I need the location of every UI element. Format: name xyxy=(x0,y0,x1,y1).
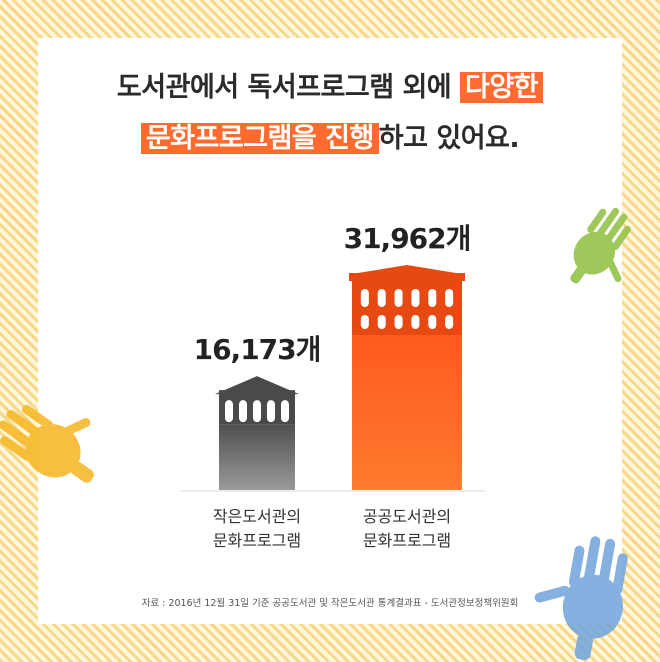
category-label-line: 공공도서관의 xyxy=(362,507,452,526)
bar-window-2 xyxy=(445,315,454,329)
yellow-handprint-icon xyxy=(0,404,94,483)
category-label-line: 문화프로그램 xyxy=(362,531,452,550)
value-label-2: 31,962개 xyxy=(343,222,472,255)
bar-window-1 xyxy=(253,400,261,423)
bar-window-2 xyxy=(377,315,386,329)
headline-highlight-1: 다양한 xyxy=(460,72,544,103)
headline-highlight-2: 문화프로그램을 진행 xyxy=(140,123,379,154)
bar-roof-2 xyxy=(358,265,456,273)
headline-line-1-text: 도서관에서 독서프로그램 외에 xyxy=(116,72,461,103)
value-label-1: 16,173개 xyxy=(193,333,322,367)
bar-window-2 xyxy=(360,289,369,307)
bar-window-2 xyxy=(445,289,454,307)
bar-window-1 xyxy=(281,400,289,423)
bar-body-2 xyxy=(352,335,462,490)
source-note: 자료 : 2016년 12월 31일 기준 공공도서관 및 작은도서관 통계결과… xyxy=(141,598,519,609)
headline-line-2: 문화프로그램을 진행 하고 있어요. xyxy=(0,116,660,155)
bar-columns-2 xyxy=(352,279,462,335)
headline-line-1: 도서관에서 독서프로그램 외에 다양한 xyxy=(0,65,660,104)
bar-window-2 xyxy=(360,315,369,329)
blue-handprint-icon xyxy=(534,536,628,661)
bar-window-2 xyxy=(377,289,386,307)
headline-line-2-text: 하고 있어요. xyxy=(378,123,520,154)
bar-body-1 xyxy=(219,424,295,490)
bar-window-2 xyxy=(428,315,437,329)
bar-roof-1 xyxy=(215,376,299,395)
bar-roof-2 xyxy=(349,273,465,281)
bar-window-1 xyxy=(267,400,275,423)
bar-window-2 xyxy=(394,315,403,329)
category-label-line: 문화프로그램 xyxy=(212,531,302,550)
bar-2 xyxy=(349,265,465,490)
bar-window-1 xyxy=(225,400,233,423)
bar-1 xyxy=(215,376,299,490)
bar-window-2 xyxy=(394,289,403,307)
bar-window-2 xyxy=(428,289,437,307)
green-handprint-icon xyxy=(570,207,631,284)
bar-window-2 xyxy=(411,315,420,329)
bar-window-1 xyxy=(239,400,247,423)
category-label-line: 작은도서관의 xyxy=(212,507,302,526)
bar-window-2 xyxy=(411,289,420,307)
